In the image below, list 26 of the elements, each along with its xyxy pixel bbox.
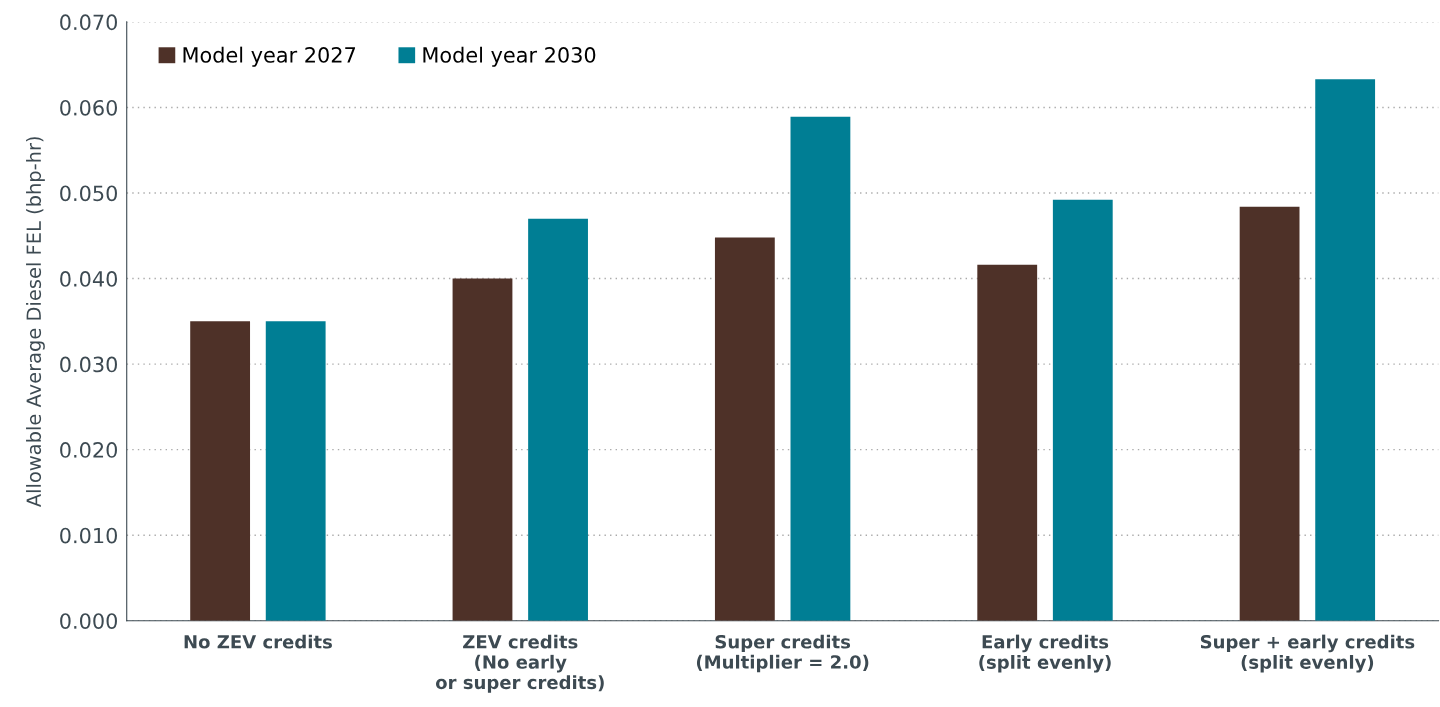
bar bbox=[1239, 206, 1300, 621]
bar bbox=[265, 321, 326, 621]
x-tick-label: Super credits (Multiplier = 2.0) bbox=[696, 634, 869, 673]
y-tick-label: 0.040 bbox=[60, 271, 117, 287]
y-tick-label: 0.050 bbox=[60, 185, 117, 202]
legend-label: Model year 2030 bbox=[423, 46, 596, 67]
y-tick-label: 0.060 bbox=[60, 99, 117, 116]
legend-label: Model year 2027 bbox=[183, 46, 356, 67]
y-axis-title: Allowable Average Diesel FEL (bhp-hr) bbox=[26, 137, 45, 508]
bar bbox=[1052, 199, 1113, 621]
y-tick-label: 0.030 bbox=[60, 356, 117, 373]
bar bbox=[528, 218, 588, 621]
bar bbox=[452, 278, 513, 621]
bar bbox=[977, 264, 1038, 621]
bar bbox=[190, 321, 251, 621]
x-tick-label: Early credits (split evenly) bbox=[979, 634, 1111, 673]
x-tick-label: ZEV credits (No early or super credits) bbox=[435, 634, 604, 693]
y-tick-label: 0.070 bbox=[60, 14, 117, 31]
bar bbox=[1315, 79, 1376, 621]
y-tick-label: 0.020 bbox=[60, 442, 117, 458]
bar bbox=[790, 116, 851, 621]
x-tick-label: Super + early credits (split evenly) bbox=[1200, 634, 1415, 673]
y-tick-label: 0.010 bbox=[60, 527, 117, 544]
x-tick-label: No ZEV credits bbox=[184, 634, 332, 649]
y-tick-label: 0.000 bbox=[60, 613, 117, 629]
bar bbox=[714, 237, 775, 621]
